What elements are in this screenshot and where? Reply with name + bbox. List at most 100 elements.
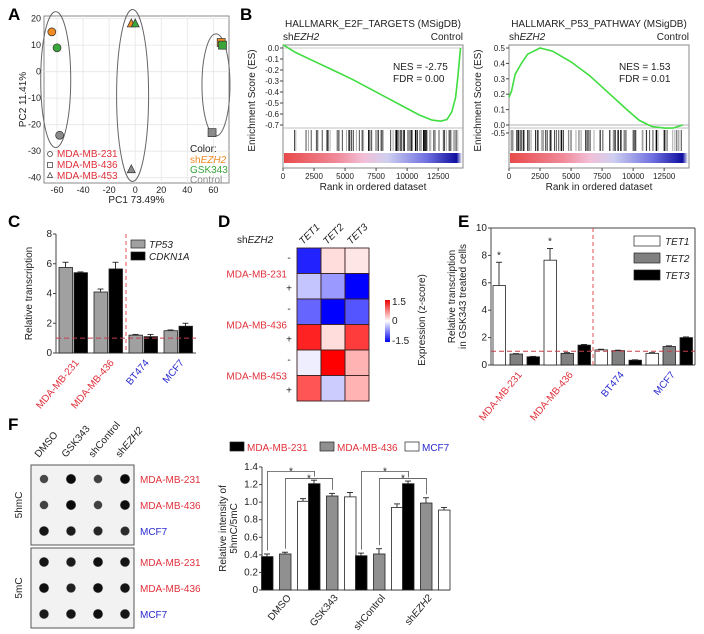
heatmap-cell <box>296 273 322 300</box>
significance-star: * <box>401 473 405 484</box>
y-tick-label: -0.5 <box>491 129 505 138</box>
bar <box>420 502 433 591</box>
legend-label: CDKN1A <box>149 252 190 263</box>
bar <box>93 291 108 354</box>
bar <box>543 259 557 366</box>
bar <box>355 555 368 591</box>
y-tick-label: 20 <box>31 14 41 24</box>
blot-dot <box>120 609 130 619</box>
legend-label: TET2 <box>665 254 690 265</box>
color-legend-title: Color: <box>190 144 217 155</box>
significance-star: * <box>307 473 311 484</box>
data-point <box>126 163 136 174</box>
heatmap-cell <box>296 375 322 402</box>
y-tick-label: -0.4 <box>265 88 279 97</box>
gsea-left-label: shEZH2 <box>283 32 320 43</box>
y-tick-label: 10 <box>31 40 41 50</box>
heatmap-cell <box>344 273 370 300</box>
significance-star: * <box>383 466 387 477</box>
y-tick-label: 0.5 <box>494 44 506 53</box>
x-tick-label: -60 <box>51 185 64 195</box>
heatmap-cell <box>320 273 346 300</box>
panel-letter-e: E <box>458 212 469 231</box>
blot-row-label: MDA-MB-231 <box>140 558 201 569</box>
colorbar-label: Expression (z-score) <box>417 274 428 366</box>
x-category-label: MCF7 <box>161 358 187 386</box>
legend-swatch <box>633 269 661 281</box>
x-category-label: BT474 <box>599 370 627 400</box>
y-tick-label: -0.5 <box>265 99 279 108</box>
bar <box>297 500 310 591</box>
blot-label: 5hmC <box>14 492 25 519</box>
enrichment-curve <box>282 44 462 123</box>
bar <box>662 346 676 366</box>
y-tick-label: 0.8 <box>244 515 258 526</box>
y-tick-label: 4 <box>481 305 487 316</box>
x-tick-label: 12500 <box>427 172 450 181</box>
bar <box>645 352 659 366</box>
bar <box>73 272 88 354</box>
significance-bracket <box>267 470 315 551</box>
significance-star: * <box>289 466 293 477</box>
y-tick-label: 0 <box>36 67 41 77</box>
significance-bracket <box>361 470 409 550</box>
significance-bracket <box>285 478 333 549</box>
color-legend-label: Control <box>190 175 222 186</box>
y-tick-label: -0.7 <box>265 121 279 130</box>
legend-swatch <box>633 235 661 247</box>
y-tick-label: 1.2 <box>244 480 258 491</box>
x-category-label: BT474 <box>124 358 152 388</box>
bar <box>594 349 608 366</box>
bar <box>143 336 158 354</box>
heatmap-cell <box>320 247 346 274</box>
panel-letter-f: F <box>8 415 18 434</box>
x-tick-label: 10000 <box>622 172 645 181</box>
heatmap-cell <box>296 247 322 274</box>
blot-dot <box>92 582 104 594</box>
y-tick-label: 0.4 <box>494 59 506 68</box>
legend-swatch <box>130 251 146 261</box>
bar <box>577 344 591 366</box>
heatmap-cell <box>320 298 346 325</box>
blot-dot <box>120 583 130 593</box>
data-point <box>55 130 64 140</box>
legend-label: TET3 <box>665 271 690 282</box>
y-axis-label: Enrichment Score (ES) <box>473 49 484 151</box>
x-axis-label: Rank in ordered dataset <box>546 182 653 193</box>
panel-letter-d: D <box>218 212 230 231</box>
x-tick-label: 5000 <box>562 172 580 181</box>
y-tick-label: 8 <box>481 250 487 261</box>
y-tick-label: 6 <box>481 278 487 289</box>
shape-legend-label: MDA-MB-436 <box>57 160 118 171</box>
panel-letter-c: C <box>8 212 20 231</box>
blot-dot <box>93 474 103 484</box>
row-group-label: MDA-MB-231 <box>226 270 287 281</box>
y-tick-label: 0.2 <box>244 567 258 578</box>
row-sign: - <box>287 355 290 366</box>
y-tick-label: -10 <box>28 93 41 103</box>
heatmap-header-label: shEZH2 <box>237 235 274 246</box>
y-axis-label: PC2 11.41% <box>18 72 29 128</box>
y-tick-label: 0.1 <box>494 106 506 115</box>
x-category-label: MCF7 <box>652 370 678 398</box>
plot-frame <box>508 44 690 169</box>
blot-dot <box>66 609 76 619</box>
enrichment-curve <box>508 47 684 129</box>
y-tick-label: 0.4 <box>244 550 258 561</box>
legend-swatch <box>633 252 661 264</box>
legend-label: MDA-MB-231 <box>247 443 308 454</box>
y-tick-label: 0.6 <box>244 532 258 543</box>
blot-dot <box>92 608 104 620</box>
heatmap-cell <box>344 324 370 351</box>
x-tick-label: 2500 <box>531 172 549 181</box>
y-axis-label: Relative transcription <box>447 250 458 343</box>
x-tick-label: 60 <box>208 185 218 195</box>
y-tick-label: -40 <box>28 173 41 183</box>
blot-dot <box>39 500 49 510</box>
bar <box>279 553 292 591</box>
legend-shape-square <box>47 162 53 168</box>
y-axis-label: Relative transcription <box>24 247 35 340</box>
data-point <box>130 18 140 28</box>
